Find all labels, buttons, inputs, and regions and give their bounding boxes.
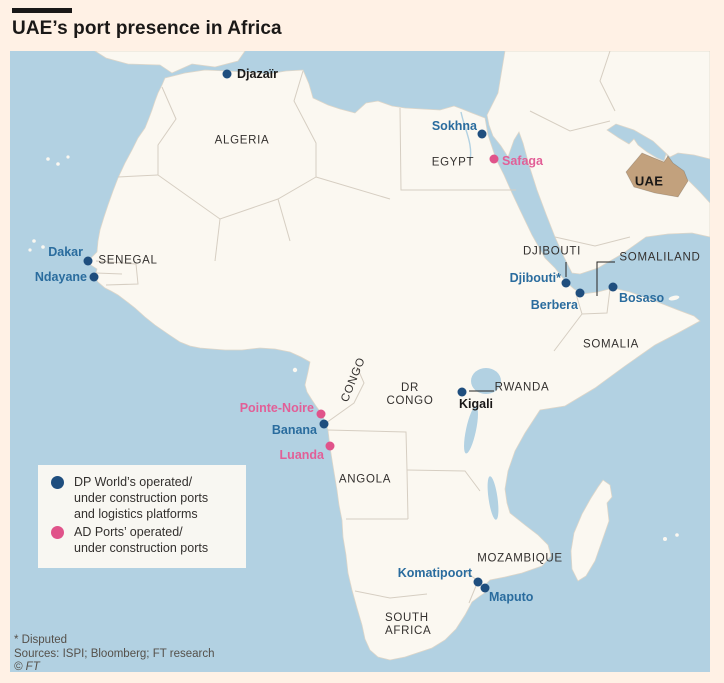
port-label-banana: Banana [271,423,317,437]
island-cape-verde [28,248,32,252]
sources: Sources: ISPI; Bloomberg; FT research [14,647,215,660]
port-dot-bosaso [608,282,618,292]
port-dot-banana [319,419,329,429]
credit: © FT [14,661,40,673]
lake-malawi [487,476,499,520]
island-reunion [675,533,679,537]
legend: DP World’s operated/ under construction … [38,465,246,568]
port-dot-berbera [575,288,585,298]
port-label-luanda: Luanda [279,448,324,462]
africa-map: ALGERIA EGYPT SENEGAL DJIBOUTI SOMALILAND SOM… [10,51,710,675]
country-label-south-africa: SOUTH AFRICA [385,612,432,637]
port-dot-sokhna [477,129,487,139]
port-dot-safaga [489,154,499,164]
landmass-iberia [94,51,246,74]
port-label-dakar: Dakar [48,245,83,259]
legend-dot-ad [51,526,64,539]
port-label-kigali: Kigali [459,397,494,411]
country-label-angola: ANGOLA [338,473,392,486]
island-socotra [668,295,680,301]
port-dot-luanda [325,441,335,451]
landmass-middle-east [486,51,710,275]
country-label-mozambique: MOZAMBIQUE [477,552,563,565]
nile-river [460,111,472,162]
port-label-berbera: Berbera [530,298,578,312]
legend-items: DP World’s operated/ under construction … [51,474,236,556]
country-label-djibouti: DJIBOUTI [523,245,581,258]
country-label-egypt: EGYPT [431,156,475,169]
legend-dot-dp [51,476,64,489]
port-label-maputo: Maputo [489,590,534,604]
island-cape-verde [32,239,36,243]
port-dot-djaza-r [222,69,232,79]
port-dot-djibouti [561,278,571,288]
country-label-somalia: SOMALIA [582,338,640,351]
port-dot-pointe-noire [316,409,326,419]
island-canaries [66,155,70,159]
country-label-uae: UAE [634,173,664,189]
island-canaries [56,162,60,166]
port-dot-kigali [457,387,467,397]
country-label-somaliland: SOMALILAND [619,251,701,264]
port-label-komatipoort: Komatipoort [397,566,472,580]
page-title: UAE’s port presence in Africa [12,18,282,39]
map-svg [10,51,710,672]
country-borders [95,51,631,604]
legend-item-ad-ports: AD Ports’ operated/ under construction p… [51,524,236,556]
port-label-safaga: Safaga [502,154,543,168]
island-canaries [46,157,50,161]
port-label-pointe-noire: Pointe-Noire [239,401,314,415]
landmass-madagascar [570,479,613,582]
map-footer: * Disputed Sources: ISPI; Bloomberg; FT … [14,634,214,675]
port-label-ndayane: Ndayane [34,270,87,284]
port-label-djibouti: Djibouti* [509,271,561,285]
lake-tanganyika [464,406,478,454]
island-mauritius [663,537,667,541]
country-label-algeria: ALGERIA [214,134,270,147]
country-label-dr-congo: DR CONGO [386,382,434,407]
uae-highlight [625,152,689,198]
port-dot-dakar [83,256,93,266]
port-dot-komatipoort [473,577,483,587]
legend-label: AD Ports’ operated/ under construction p… [74,525,209,555]
lake-victoria [471,368,501,394]
port-dot-maputo [480,583,490,593]
country-label-senegal: SENEGAL [98,254,158,267]
port-label-sokhna: Sokhna [431,119,477,133]
port-label-djaza-r: Djazaïr [237,67,278,81]
island-cape-verde [41,245,45,249]
footnote: * Disputed [14,634,68,646]
leader-somaliland [596,261,615,296]
island-bioko [292,367,298,373]
landmass-africa [87,69,701,661]
kicker-bar [12,8,72,13]
port-label-bosaso: Bosaso [619,291,665,305]
port-dot-ndayane [89,272,99,282]
leader-lines [469,261,615,392]
country-label-rwanda: RWANDA [494,381,550,394]
legend-label: DP World’s operated/ under construction … [74,475,209,521]
legend-item-dp-world: DP World’s operated/ under construction … [51,474,236,522]
